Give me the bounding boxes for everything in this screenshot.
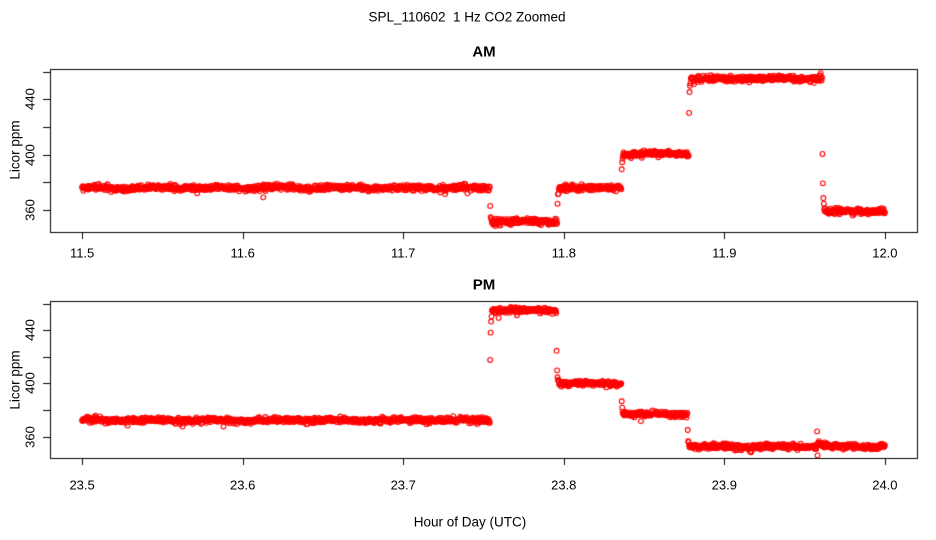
pm-x-tick-label: 23.6 [230,477,256,493]
pm-y-tick-label: 440 [22,319,38,342]
am-x-tick-label: 11.5 [69,245,95,261]
pm-y-tick-label: 360 [22,425,38,448]
am-y-tick-label: 400 [22,143,38,166]
am-x-tick-label: 11.6 [230,245,255,261]
pm-y-axis-label: Licor ppm [7,350,23,410]
pm-y-tick-label: 400 [22,372,38,395]
pm-x-tick-label: 23.8 [551,477,577,493]
pm-x-tick-label: 23.7 [390,477,416,493]
am-x-tick-label: 12.0 [872,245,898,261]
chart-title: SPL_110602 1 Hz CO2 Zoomed [368,9,566,25]
am-x-tick-label: 11.7 [391,245,416,261]
am-y-tick-label: 440 [22,88,38,111]
pm-x-tick-label: 24.0 [872,477,898,493]
am-x-tick-label: 11.8 [551,245,576,261]
am-x-tick-label: 11.9 [712,245,737,261]
am-y-axis-label: Licor ppm [7,120,23,180]
pm-panel-title: PM [472,276,496,294]
x-axis-label: Hour of Day (UTC) [413,514,527,530]
am-panel-title: AM [472,43,496,61]
pm-x-tick-label: 23.9 [711,477,737,493]
am-y-tick-label: 360 [22,199,38,221]
pm-x-tick-label: 23.5 [69,477,95,493]
